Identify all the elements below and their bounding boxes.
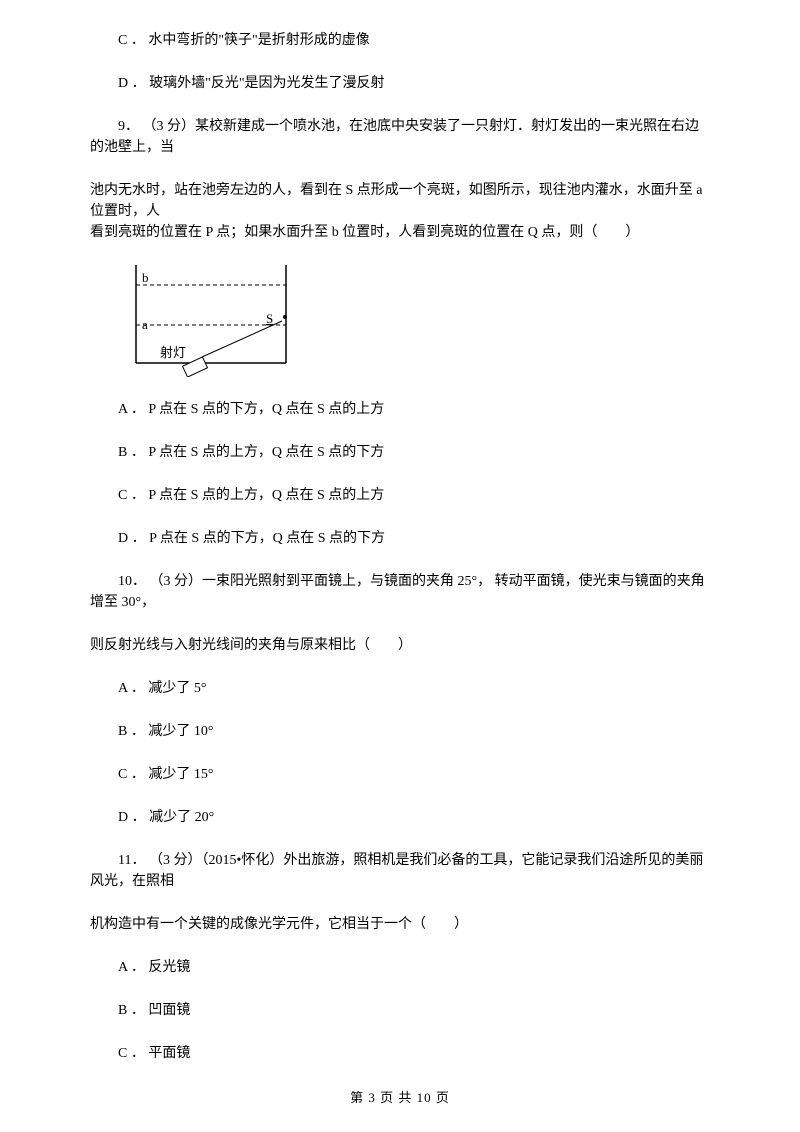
option-c: C ． 水中弯折的"筷子"是折射形成的虚像 [90,30,710,51]
q9-option-d: D ． P 点在 S 点的下方，Q 点在 S 点的下方 [90,528,710,549]
q9-option-c: C ． P 点在 S 点的上方，Q 点在 S 点的上方 [90,485,710,506]
page-container: C ． 水中弯折的"筷子"是折射形成的虚像 D ． 玻璃外墙"反光"是因为光发生… [0,0,800,1132]
q11-option-c: C ． 平面镜 [90,1043,710,1064]
q11-stem-line2: 机构造中有一个关键的成像光学元件，它相当于一个（ ） [90,914,710,935]
q9-option-b: B ． P 点在 S 点的上方，Q 点在 S 点的下方 [90,442,710,463]
q9-stem-line3: 看到亮斑的位置在 P 点；如果水面升至 b 位置时，人看到亮斑的位置在 Q 点，… [90,225,639,240]
q10-stem-line2: 则反射光线与入射光线间的夹角与原来相比（ ） [90,635,710,656]
q10-option-c: C ． 减少了 15° [90,764,710,785]
svg-text:b: b [142,270,149,285]
svg-text:a: a [142,317,148,332]
svg-text:S: S [266,311,273,326]
q10-option-d: D ． 减少了 20° [90,807,710,828]
q9-option-a: A ． P 点在 S 点的下方，Q 点在 S 点的上方 [90,399,710,420]
q11-option-a: A ． 反光镜 [90,957,710,978]
q9-diagram: b a S 射灯 [118,265,710,377]
option-d: D ． 玻璃外墙"反光"是因为光发生了漫反射 [90,73,710,94]
q9-stem-line1: 9． （3 分）某校新建成一个喷水池，在池底中央安装了一只射灯．射灯发出的一束光… [90,116,710,158]
q10-stem-line1: 10． （3 分）一束阳光照射到平面镜上，与镜面的夹角 25°， 转动平面镜，使… [90,571,710,613]
page-footer: 第 3 页 共 10 页 [0,1088,800,1108]
q11-stem-line1: 11． （3 分）（2015•怀化）外出旅游，照相机是我们必备的工具，它能记录我… [90,850,710,892]
q10-option-b: B ． 减少了 10° [90,721,710,742]
svg-text:射灯: 射灯 [160,345,186,360]
q10-option-a: A ． 减少了 5° [90,678,710,699]
q9-stem-line2: 池内无水时，站在池旁左边的人，看到在 S 点形成一个亮斑，如图所示，现往池内灌水… [90,183,703,219]
q11-option-b: B ． 凹面镜 [90,1000,710,1021]
